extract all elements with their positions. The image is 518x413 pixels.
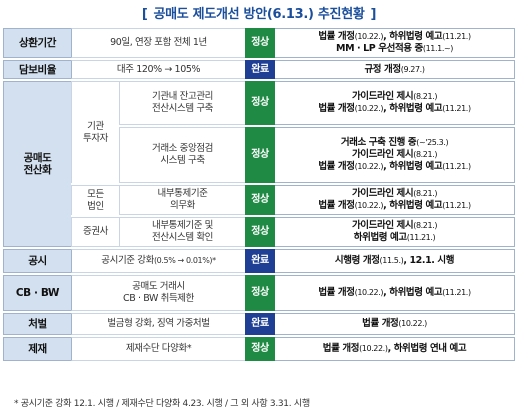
result-cell: 법률 개정(10.22.), 하위법령 연내 예고 — [275, 337, 516, 361]
result-cell: 거래소 구축 진행 중(~'25.3.) 가이드라인 제시(8.21.) 법률 … — [275, 127, 516, 183]
table-row: 처벌 벌금형 강화, 징역 가중처벌 완료 법률 개정(10.22.) — [3, 313, 516, 335]
description-cell: 공매도 거래시 CB · BW 취득제한 — [71, 275, 246, 311]
table-row: 상환기간 90일, 연장 포함 전체 1년 정상 법률 개정(10.22.), … — [3, 28, 516, 58]
result-cell: 가이드라인 제시(8.21.) 법률 개정(10.22.), 하위법령 예고(1… — [275, 81, 516, 125]
result-cell: 가이드라인 제시(8.21.) 법률 개정(10.22.), 하위법령 예고(1… — [275, 185, 516, 215]
table-row: 거래소 중앙점검 시스템 구축 정상 거래소 구축 진행 중(~'25.3.) 가… — [3, 127, 516, 183]
description-cell: 내부통제기준 및 전산시스템 확인 — [119, 217, 246, 247]
table-row: 공매도 전산화 기관 투자자 기관내 잔고관리 전산시스템 구축 정상 가이드라인 제… — [3, 81, 516, 247]
description-cell: 90일, 연장 포함 전체 1년 — [71, 28, 246, 58]
status-table: 상환기간 90일, 연장 포함 전체 1년 정상 법률 개정(10.22.), … — [3, 26, 516, 363]
status-badge: 정상 — [245, 217, 276, 247]
description-cell: 제재수단 다양화* — [71, 337, 246, 361]
category-cell: 상환기간 — [3, 28, 71, 58]
status-badge: 정상 — [245, 185, 276, 215]
table-row: 담보비율 대주 120% → 105% 완료 규정 개정(9.27.) — [3, 60, 516, 79]
table-row: 제재 제재수단 다양화* 정상 법률 개정(10.22.), 하위법령 연내 예… — [3, 337, 516, 361]
status-badge: 정상 — [245, 28, 276, 58]
subcategory-cell: 기관 투자자 — [71, 81, 119, 183]
title-close-bracket: ] — [370, 7, 377, 22]
category-cell: CB · BW — [3, 275, 71, 311]
description-cell: 대주 120% → 105% — [71, 60, 246, 79]
result-cell: 시행령 개정(11.5.), 12.1. 시행 — [275, 249, 516, 273]
result-cell: 규정 개정(9.27.) — [275, 60, 516, 79]
page-title: [ 공매도 제도개선 방안(6.13.) 추진현황] — [0, 3, 518, 22]
title-open-bracket: [ — [141, 7, 148, 22]
status-badge: 정상 — [245, 127, 276, 183]
description-cell: 공시기준 강화(0.5% → 0.01%)* — [71, 249, 246, 273]
status-badge: 완료 — [245, 249, 276, 273]
category-cell: 처벌 — [3, 313, 71, 335]
status-badge: 정상 — [245, 275, 276, 311]
subcategory-cell: 모든 법인 — [71, 185, 119, 215]
category-cell: 담보비율 — [3, 60, 71, 79]
table-row: CB · BW 공매도 거래시 CB · BW 취득제한 정상 법률 개정(10.… — [3, 275, 516, 311]
subcategory-cell: 증권사 — [71, 217, 119, 247]
result-cell: 법률 개정(10.22.), 하위법령 예고(11.21.) — [275, 275, 516, 311]
description-cell: 벌금형 강화, 징역 가중처벌 — [71, 313, 246, 335]
table-row: 공시 공시기준 강화(0.5% → 0.01%)* 완료 시행령 개정(11.5… — [3, 249, 516, 273]
category-cell: 공매도 전산화 — [3, 81, 71, 247]
status-badge: 정상 — [245, 81, 276, 125]
result-cell: 법률 개정(10.22.) — [275, 313, 516, 335]
result-cell: 가이드라인 제시(8.21.) 하위법령 예고(11.21.) — [275, 217, 516, 247]
description-cell: 내부통제기준 의무화 — [119, 185, 246, 215]
category-cell: 공시 — [3, 249, 71, 273]
status-badge: 정상 — [245, 337, 276, 361]
title-text: 공매도 제도개선 방안(6.13.) 추진현황 — [153, 7, 365, 22]
category-cell: 제재 — [3, 337, 71, 361]
status-badge: 완료 — [245, 313, 276, 335]
result-cell: 법률 개정(10.22.), 하위법령 예고(11.21.) MM · LP 우… — [275, 28, 516, 58]
table-row: 모든 법인 내부통제기준 의무화 정상 가이드라인 제시(8.21.) 법률 개정(… — [3, 185, 516, 215]
description-cell: 기관내 잔고관리 전산시스템 구축 — [119, 81, 246, 125]
description-cell: 거래소 중앙점검 시스템 구축 — [119, 127, 246, 183]
footnote: * 공시기준 강화 12.1. 시행 / 제재수단 다양화 4.23. 시행 /… — [14, 399, 310, 409]
status-badge: 완료 — [245, 60, 276, 79]
table-row: 증권사 내부통제기준 및 전산시스템 확인 정상 가이드라인 제시(8.21.) … — [3, 217, 516, 247]
